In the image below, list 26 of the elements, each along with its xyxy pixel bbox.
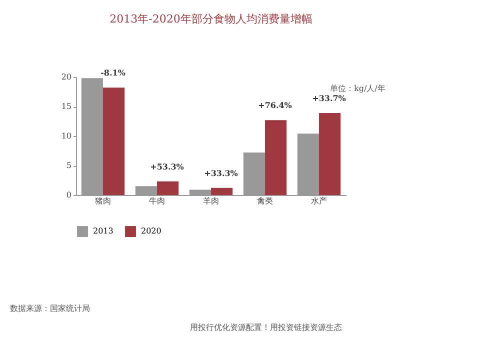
x-tick-label: 羊肉 bbox=[203, 196, 219, 206]
x-tick-label: 牛肉 bbox=[149, 196, 165, 206]
annotation: +33.3% bbox=[204, 168, 238, 178]
bar bbox=[211, 188, 233, 195]
annotation: +33.7% bbox=[312, 92, 346, 103]
y-tick-label: 10 bbox=[61, 132, 72, 140]
source-note: 数据来源：国家统计局 bbox=[10, 303, 90, 314]
y-tick-label: 15 bbox=[61, 102, 72, 111]
x-tick-label: 禽类 bbox=[257, 196, 273, 206]
annotation: +53.3% bbox=[150, 161, 184, 172]
bar bbox=[157, 181, 179, 195]
y-tick-label: 0 bbox=[66, 190, 72, 200]
bar bbox=[319, 112, 341, 195]
bar bbox=[103, 88, 125, 195]
text: 用投行优化资源配置！用投资链接资源生态 bbox=[190, 322, 342, 333]
chart-title: 2013年-2020年部分食物人均消费量增幅 bbox=[110, 12, 312, 26]
legend-label: 2013 bbox=[93, 226, 114, 236]
annotation: -8.1% bbox=[100, 68, 126, 78]
annotation: 单位：kg/人/年 bbox=[330, 83, 386, 94]
y-tick-label: 5 bbox=[66, 161, 72, 170]
bar bbox=[265, 120, 287, 195]
annotation: +76.4% bbox=[258, 100, 292, 110]
x-tick-label: 水产 bbox=[311, 196, 327, 206]
y-tick-label: 20 bbox=[61, 72, 72, 82]
x-tick-label: 猪肉 bbox=[95, 196, 111, 206]
legend-label: 2020 bbox=[141, 226, 162, 236]
